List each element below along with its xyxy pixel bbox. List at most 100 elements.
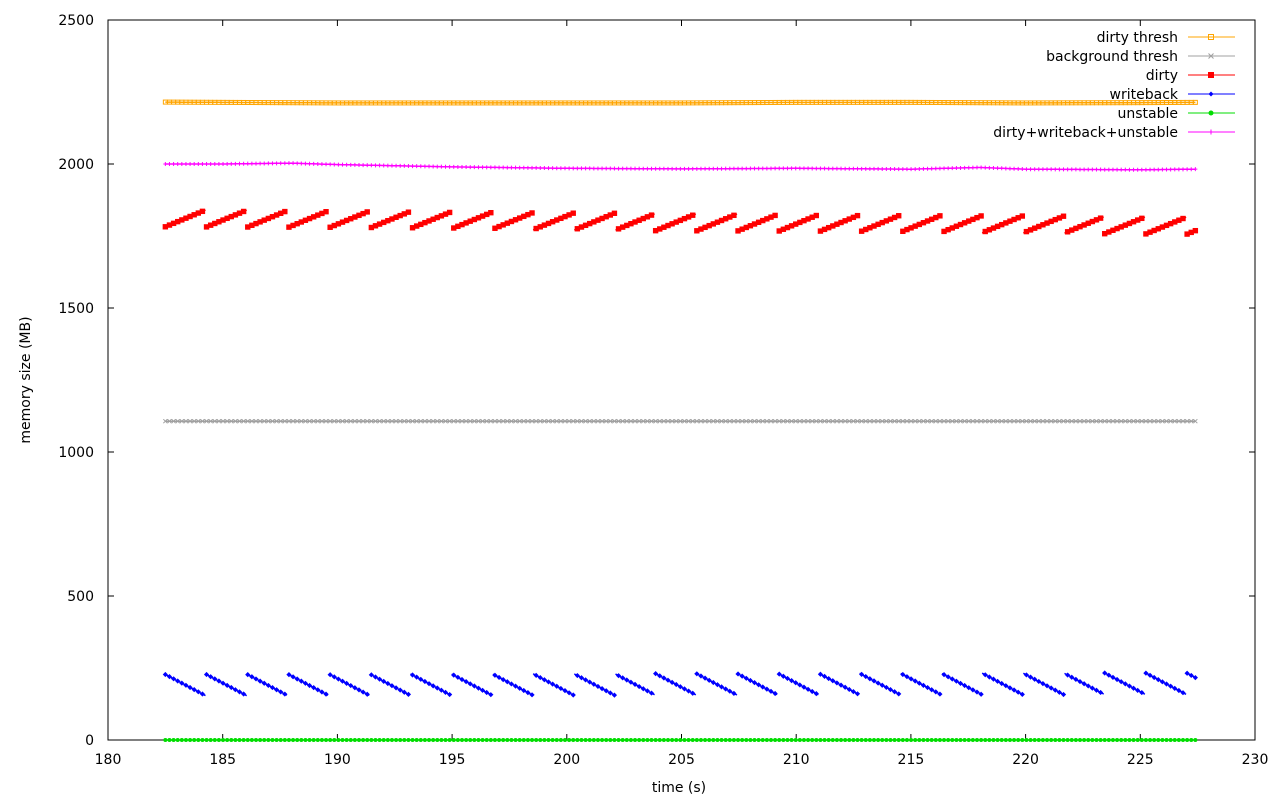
data-point bbox=[703, 738, 708, 742]
data-point bbox=[764, 166, 769, 171]
data-point bbox=[595, 683, 601, 690]
data-point bbox=[818, 166, 823, 171]
data-point bbox=[954, 418, 959, 424]
data-point bbox=[541, 677, 547, 683]
data-point bbox=[286, 738, 291, 742]
data-point bbox=[1090, 418, 1095, 424]
data-point bbox=[636, 683, 642, 690]
data-point bbox=[381, 678, 387, 684]
data-point bbox=[1028, 738, 1033, 742]
data-point bbox=[517, 418, 523, 424]
data-point bbox=[1127, 418, 1132, 424]
data-point bbox=[707, 166, 712, 171]
data-point bbox=[583, 418, 588, 424]
data-point bbox=[764, 738, 769, 742]
data-point bbox=[537, 418, 543, 424]
legend-label: dirty thresh bbox=[1097, 30, 1178, 46]
data-point bbox=[447, 418, 452, 424]
data-point bbox=[229, 738, 234, 742]
data-point bbox=[999, 418, 1005, 424]
data-point bbox=[1143, 418, 1149, 424]
data-point bbox=[1077, 418, 1083, 424]
data-point bbox=[924, 684, 931, 691]
data-point bbox=[747, 677, 753, 684]
data-point bbox=[780, 673, 786, 679]
data-point bbox=[673, 681, 679, 688]
data-point bbox=[821, 673, 828, 679]
data-point bbox=[191, 418, 197, 424]
data-point bbox=[1069, 674, 1075, 680]
data-point bbox=[1077, 678, 1083, 685]
data-point bbox=[1148, 167, 1153, 172]
data-point bbox=[1085, 683, 1091, 689]
data-point bbox=[513, 165, 518, 170]
data-point bbox=[999, 738, 1004, 742]
data-point bbox=[740, 166, 745, 171]
data-point bbox=[1057, 738, 1062, 742]
data-point bbox=[1168, 738, 1173, 742]
data-point bbox=[657, 418, 663, 424]
data-point bbox=[282, 208, 288, 215]
data-point bbox=[859, 418, 864, 424]
data-point bbox=[278, 161, 283, 166]
data-point bbox=[854, 691, 861, 697]
data-point bbox=[839, 738, 844, 742]
data-point bbox=[484, 418, 490, 424]
data-point bbox=[505, 165, 510, 170]
data-point bbox=[991, 418, 996, 424]
data-point bbox=[1168, 418, 1173, 424]
data-point bbox=[892, 738, 897, 742]
data-point bbox=[636, 418, 642, 424]
data-point bbox=[344, 738, 349, 742]
data-point bbox=[550, 418, 555, 424]
data-point bbox=[731, 212, 737, 219]
data-point bbox=[797, 166, 802, 171]
data-point bbox=[781, 166, 786, 171]
data-point bbox=[274, 161, 279, 166]
data-point bbox=[501, 738, 506, 742]
data-point bbox=[1061, 167, 1066, 172]
data-point bbox=[324, 162, 329, 167]
data-point bbox=[307, 161, 312, 166]
data-point bbox=[534, 165, 539, 170]
data-point bbox=[1019, 213, 1026, 219]
data-point bbox=[331, 674, 337, 680]
data-point bbox=[1126, 683, 1133, 689]
data-point bbox=[291, 738, 296, 742]
data-point bbox=[475, 685, 482, 691]
data-point bbox=[303, 738, 308, 742]
data-point bbox=[435, 738, 440, 742]
data-point bbox=[348, 162, 353, 167]
data-point bbox=[258, 738, 263, 742]
data-point bbox=[261, 680, 267, 686]
data-point bbox=[1061, 418, 1066, 424]
data-point bbox=[937, 738, 942, 742]
data-point bbox=[443, 738, 448, 742]
data-point bbox=[1065, 167, 1070, 172]
data-point bbox=[661, 418, 667, 424]
data-point bbox=[942, 738, 947, 742]
legend-marker bbox=[1208, 110, 1214, 116]
data-point bbox=[471, 418, 477, 424]
data-point bbox=[1036, 167, 1041, 172]
data-point bbox=[538, 165, 543, 170]
data-point bbox=[533, 672, 539, 679]
data-point bbox=[1189, 167, 1194, 172]
data-point bbox=[781, 738, 786, 742]
data-point bbox=[1028, 418, 1033, 424]
data-point bbox=[199, 208, 206, 215]
data-point bbox=[579, 166, 584, 171]
data-point bbox=[192, 738, 197, 742]
data-point bbox=[809, 418, 815, 424]
data-point bbox=[529, 418, 535, 424]
data-point bbox=[385, 738, 390, 742]
data-point bbox=[962, 738, 967, 742]
data-point bbox=[1135, 418, 1141, 424]
data-point bbox=[694, 738, 699, 742]
data-point bbox=[278, 738, 283, 742]
data-point bbox=[986, 674, 992, 680]
data-point bbox=[529, 692, 535, 698]
data-point bbox=[970, 738, 975, 742]
data-point bbox=[941, 418, 947, 424]
data-point bbox=[851, 738, 856, 742]
